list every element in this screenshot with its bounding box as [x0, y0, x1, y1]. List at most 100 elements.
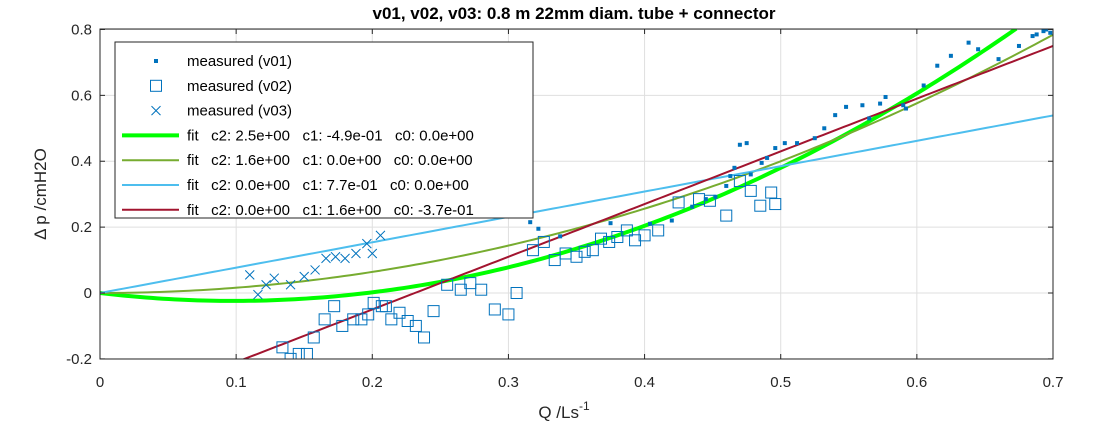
data-point-dot [976, 47, 981, 52]
data-point-square [733, 175, 746, 188]
data-point-dot [669, 218, 674, 223]
data-point-square [603, 235, 616, 248]
data-point-square [638, 229, 651, 242]
data-point-square [300, 347, 313, 359]
data-point-dot [878, 101, 883, 106]
data-point-dot [822, 126, 827, 131]
data-point-square [537, 235, 550, 248]
x-tick-label: 0.2 [362, 374, 383, 391]
data-point-square [570, 250, 583, 263]
data-point-x [351, 248, 361, 259]
data-point-dot [1041, 29, 1046, 34]
data-point-square [362, 308, 375, 321]
data-point-dot [1034, 32, 1039, 37]
data-point-dot [737, 142, 742, 147]
data-point-x [269, 273, 280, 284]
data-point-dot [948, 53, 953, 58]
data-point-square [454, 283, 467, 296]
legend: measured (v01) measured (v02) measured (v0… [114, 41, 534, 219]
scatter-points [244, 29, 1053, 359]
data-point-square [620, 224, 633, 237]
data-point-dot [903, 106, 908, 111]
data-point-square [418, 331, 431, 344]
data-point-x [261, 279, 271, 290]
data-point-square [464, 277, 477, 290]
data-point-x [253, 289, 263, 300]
data-point-square [367, 296, 380, 309]
data-point-dot [1030, 34, 1035, 39]
legend-entries: measured (v01) measured (v02) measured (v0… [122, 53, 474, 219]
data-point-square [765, 186, 778, 199]
x-axis-label: Q /Ls-1 [538, 399, 590, 422]
data-point-dot [536, 226, 541, 231]
legend-box [114, 41, 534, 219]
data-point-square [276, 341, 289, 354]
data-point-square [595, 232, 608, 245]
data-point-x [340, 253, 350, 264]
data-point-square [318, 313, 331, 326]
data-point-dot [728, 174, 733, 179]
data-point-dot [773, 146, 778, 151]
plot-frame [99, 28, 1054, 360]
data-point-square [611, 231, 624, 244]
data-point-dot [732, 165, 737, 170]
data-point-x [330, 251, 341, 262]
data-point-dot [1044, 29, 1049, 32]
data-point-x [285, 279, 296, 290]
data-point-dot [844, 104, 849, 109]
x-tick-label: 0.1 [226, 374, 247, 391]
data-point-x [244, 270, 255, 280]
data-point-dot [795, 141, 800, 146]
data-point-x [299, 271, 310, 282]
data-point-dot [724, 183, 729, 188]
data-point-square [652, 224, 665, 237]
data-point-square [475, 283, 488, 296]
data-point-dot [703, 197, 708, 202]
y-axis: -0.2 0 0.2 0.4 0.6 0.8 [66, 21, 1053, 368]
data-point-dot [867, 116, 872, 121]
x-tick-label: 0.4 [634, 374, 655, 391]
legend-marker-square [150, 79, 162, 92]
chart-title: v01, v02, v03: 0.8 m 22mm diam. tube + c… [373, 4, 776, 23]
data-point-square [427, 305, 440, 318]
data-point-dot [759, 160, 764, 165]
y-tick-label: 0.2 [71, 219, 92, 236]
data-point-x [361, 238, 372, 249]
data-point-square [292, 347, 305, 359]
data-point-square [502, 308, 515, 321]
data-point-square [441, 278, 454, 291]
data-point-square [409, 319, 422, 332]
data-point-square [754, 199, 767, 212]
legend-label: fit c2: 0.0e+00 c1: 7.7e-01 c0: 0.0e+00 [187, 177, 469, 194]
data-point-dot [921, 83, 926, 88]
fit-line-5 [100, 114, 1053, 294]
y-axis-label: Δ p /cmH2O [31, 148, 50, 240]
data-point-dot [901, 103, 906, 108]
x-tick-label: 0.5 [770, 374, 791, 391]
data-point-dot [748, 172, 753, 177]
legend-marker-dot [154, 59, 158, 63]
data-point-square [672, 196, 685, 209]
data-point-dot [1016, 43, 1021, 48]
x-axis: 0 0.1 0.2 0.3 0.4 0.5 0.6 0.7 [96, 29, 1063, 391]
y-tick-label: -0.2 [66, 351, 92, 368]
data-point-square [385, 313, 398, 326]
data-point-square [548, 254, 561, 267]
data-point-square [347, 313, 360, 326]
data-point-dot [648, 221, 653, 226]
data-point-square [393, 306, 406, 319]
legend-label: fit c2: 2.5e+00 c1: -4.9e-01 c0: 0.0e+00 [187, 127, 474, 144]
data-point-x [310, 265, 320, 275]
data-point-dot [966, 40, 971, 45]
data-point-square [488, 303, 501, 316]
data-point-square [744, 184, 757, 197]
data-point-square [510, 287, 523, 299]
data-point-dot [860, 103, 865, 108]
legend-label: measured (v02) [187, 78, 292, 95]
y-tick-label: 0.6 [71, 87, 92, 104]
data-point-dot [558, 234, 563, 239]
x-axis-label-text: Q /Ls [538, 403, 579, 422]
legend-label: measured (v03) [187, 103, 292, 120]
legend-label: measured (v01) [187, 53, 292, 70]
x-tick-label: 0.3 [498, 374, 519, 391]
